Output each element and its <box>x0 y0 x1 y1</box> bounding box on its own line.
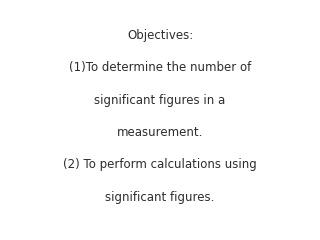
Text: measurement.: measurement. <box>117 126 203 139</box>
Text: significant figures in a: significant figures in a <box>94 94 226 107</box>
Text: (1)To determine the number of: (1)To determine the number of <box>69 61 251 74</box>
Text: (2) To perform calculations using: (2) To perform calculations using <box>63 158 257 171</box>
Text: Objectives:: Objectives: <box>127 29 193 42</box>
Text: significant figures.: significant figures. <box>105 191 215 204</box>
